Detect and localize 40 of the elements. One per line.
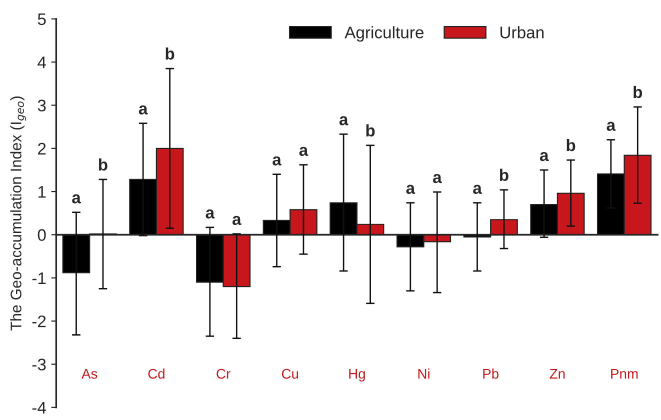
y-tick-label: -1 xyxy=(32,272,46,284)
x-tick-label: Zn xyxy=(550,369,565,379)
annotation: b xyxy=(98,158,108,171)
annotation: a xyxy=(473,184,482,194)
annotation: a xyxy=(339,116,348,126)
x-tick-label: Ni xyxy=(418,368,430,379)
annotation: b xyxy=(500,168,508,181)
legend-label: Agriculture xyxy=(344,26,424,42)
x-tick-label: As xyxy=(82,369,98,379)
y-tick-label: 2 xyxy=(38,142,46,154)
legend-label: Urban xyxy=(500,26,544,38)
annotation: a xyxy=(72,194,81,204)
annotation: a xyxy=(540,152,549,162)
annotation: a xyxy=(232,216,242,226)
x-tick-label: Cu xyxy=(282,368,298,379)
annotation: a xyxy=(606,122,616,131)
annotation: a xyxy=(206,209,215,219)
annotation: a xyxy=(138,105,148,115)
y-tick-label: -2 xyxy=(32,315,46,328)
x-tick-label: Pnm xyxy=(611,369,638,379)
x-tick-label: Hg xyxy=(349,369,365,382)
x-tick-label: Cr xyxy=(216,368,230,379)
y-tick-label: -4 xyxy=(32,402,46,414)
annotation: b xyxy=(634,86,642,98)
y-tick-label: -3 xyxy=(32,358,46,370)
annotation: a xyxy=(432,174,442,184)
y-tick-label: 4 xyxy=(38,56,46,68)
annotation: b xyxy=(366,124,375,137)
y-tick-label: 3 xyxy=(38,100,46,112)
annotation: a xyxy=(406,184,416,194)
annotation: b xyxy=(166,47,174,60)
annotation: a xyxy=(272,156,282,166)
y-tick-label: 5 xyxy=(38,13,46,26)
annotation: b xyxy=(566,138,576,152)
annotation: a xyxy=(299,146,308,156)
x-tick-label: Pb xyxy=(483,368,499,379)
x-tick-label: Cd xyxy=(148,368,164,379)
y-tick-label: 1 xyxy=(38,186,46,198)
y-axis-title: The Geo-accumulation Index (I$_{geo}$) xyxy=(10,96,26,331)
y-tick-label: 0 xyxy=(38,229,46,241)
